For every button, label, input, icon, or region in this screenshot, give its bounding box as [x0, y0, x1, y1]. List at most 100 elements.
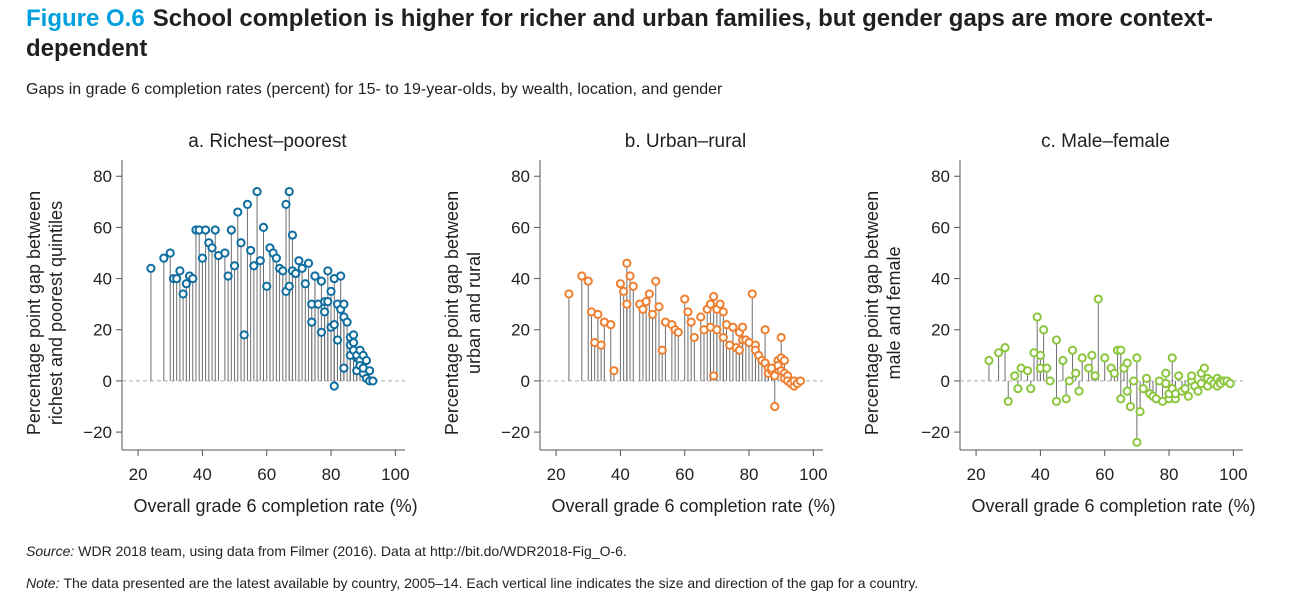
- x-tick-label: 80: [322, 465, 341, 484]
- country-point: [1003, 396, 1013, 406]
- x-tick-label: 80: [1160, 465, 1179, 484]
- country-point: [365, 366, 375, 376]
- country-point: [1032, 312, 1042, 322]
- country-markers: [564, 258, 806, 412]
- country-point: [715, 299, 725, 309]
- country-point: [1135, 407, 1145, 417]
- x-tick-label: 60: [257, 465, 276, 484]
- country-point: [1039, 325, 1049, 335]
- country-point: [1051, 335, 1062, 345]
- country-point: [159, 253, 169, 263]
- country-point: [252, 186, 262, 197]
- y-tick-label: −20: [921, 423, 950, 442]
- x-axis-label: Overall grade 6 completion rate (%): [551, 496, 835, 516]
- country-point: [326, 286, 336, 296]
- country-point: [1186, 371, 1197, 381]
- source-note: Source: WDR 2018 team, using data from Fi…: [26, 543, 627, 559]
- country-point: [1077, 353, 1087, 363]
- country-point: [738, 322, 748, 332]
- country-point: [641, 297, 651, 307]
- country-point: [316, 276, 326, 286]
- x-tick-label: 20: [547, 465, 566, 484]
- country-point: [201, 225, 211, 235]
- country-point: [303, 258, 314, 268]
- country-point: [1084, 363, 1094, 373]
- y-tick-label: 80: [93, 167, 112, 186]
- figure-note: Note: The data presented are the latest a…: [26, 575, 918, 591]
- country-point: [165, 248, 175, 258]
- country-point: [258, 222, 269, 233]
- country-point: [348, 337, 359, 348]
- x-tick-label: 60: [675, 465, 694, 484]
- y-tick-label: 20: [931, 321, 950, 340]
- country-point: [1122, 358, 1132, 368]
- country-point: [1138, 383, 1148, 394]
- country-point: [197, 253, 207, 263]
- country-point: [583, 276, 593, 286]
- country-point: [1000, 343, 1010, 353]
- country-point: [1045, 376, 1055, 386]
- country-markers: [984, 294, 1235, 447]
- country-point: [297, 263, 307, 273]
- country-point: [622, 258, 632, 268]
- country-point: [1087, 350, 1097, 360]
- country-point: [760, 325, 770, 335]
- country-point: [651, 276, 661, 286]
- country-point: [1125, 401, 1136, 412]
- country-point: [239, 330, 249, 340]
- y-tick-label: 0: [941, 372, 950, 391]
- y-axis-label-line: male and female: [884, 246, 904, 379]
- y-tick-label: 40: [931, 270, 950, 289]
- country-point: [307, 317, 317, 327]
- country-point: [577, 271, 587, 281]
- note-lead: Note:: [26, 575, 60, 591]
- figure-label: Figure O.6: [26, 5, 145, 32]
- panel-title: c. Male–female: [1041, 131, 1170, 152]
- country-point: [255, 256, 265, 266]
- country-point: [1116, 394, 1126, 404]
- country-point: [712, 325, 722, 335]
- y-axis-label-line: Percentage point gap between: [862, 191, 882, 435]
- figure-title: Figure O.6 School completion is higher fo…: [26, 4, 1276, 64]
- y-tick-label: 0: [103, 372, 112, 391]
- country-point: [329, 320, 339, 330]
- gap-stems: [150, 191, 371, 387]
- country-point: [339, 363, 349, 373]
- country-point: [332, 335, 343, 345]
- country-point: [178, 289, 188, 299]
- country-point: [1132, 437, 1142, 447]
- panel-title: a. Richest–poorest: [188, 131, 347, 152]
- country-point: [1093, 294, 1103, 304]
- country-point: [638, 304, 648, 314]
- country-point: [728, 322, 738, 332]
- country-point: [1013, 383, 1023, 394]
- country-point: [1225, 378, 1235, 389]
- country-point: [1067, 345, 1078, 355]
- country-point: [1061, 394, 1071, 404]
- country-point: [1180, 383, 1190, 394]
- country-point: [625, 271, 635, 281]
- country-point: [776, 332, 786, 343]
- x-tick-label: 20: [129, 465, 148, 484]
- y-tick-label: −20: [83, 423, 112, 442]
- country-point: [146, 263, 156, 273]
- country-point: [628, 281, 638, 291]
- x-tick-label: 40: [1031, 465, 1050, 484]
- country-point: [1042, 363, 1052, 373]
- country-point: [1071, 368, 1081, 378]
- country-point: [1022, 366, 1033, 376]
- country-point: [795, 376, 806, 386]
- country-point: [316, 327, 326, 337]
- country-point: [287, 230, 298, 240]
- x-tick-label: 100: [1219, 465, 1247, 484]
- country-point: [1174, 371, 1184, 381]
- country-point: [300, 279, 310, 289]
- country-point: [673, 327, 683, 337]
- source-lead: Source:: [26, 543, 75, 559]
- y-tick-label: 60: [931, 218, 950, 237]
- country-point: [686, 317, 696, 327]
- country-point: [1199, 363, 1210, 373]
- country-point: [654, 302, 664, 312]
- country-point: [342, 317, 352, 327]
- x-tick-label: 20: [967, 465, 986, 484]
